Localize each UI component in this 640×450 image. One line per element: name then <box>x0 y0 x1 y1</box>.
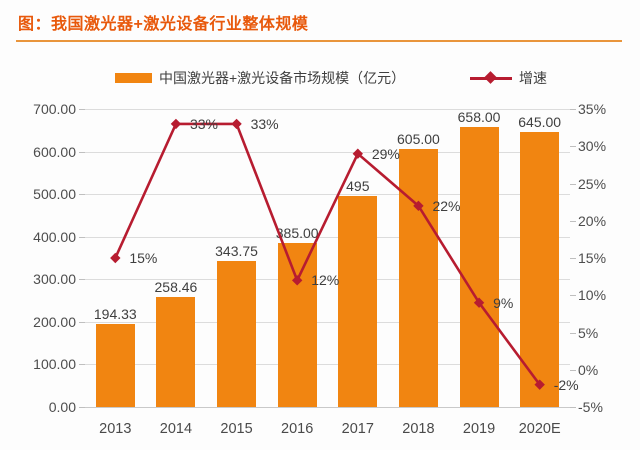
left-axis-tick-icon <box>79 194 85 196</box>
bar <box>520 132 560 407</box>
y-axis-right-label: 10% <box>578 287 607 304</box>
x-axis-label: 2016 <box>281 421 314 437</box>
bar-value-label: 343.75 <box>215 242 258 259</box>
bar-value-label: 658.00 <box>457 108 501 125</box>
bar <box>398 149 438 407</box>
growth-marker-icon <box>291 275 303 286</box>
title-underline <box>16 40 622 42</box>
bar-swatch-icon <box>115 73 152 83</box>
gridline <box>85 407 570 408</box>
bar-value-label: 385.00 <box>275 225 319 242</box>
y-axis-right-label: 35% <box>578 101 607 117</box>
gridline <box>85 109 570 110</box>
growth-marker-icon <box>534 379 545 390</box>
left-axis-tick-icon <box>79 321 85 323</box>
bar <box>95 324 135 407</box>
growth-marker-icon <box>231 118 242 130</box>
growth-value-label: 12% <box>311 272 340 289</box>
right-axis-tick-icon <box>570 369 576 371</box>
bar <box>156 296 196 407</box>
growth-marker-icon <box>110 252 121 264</box>
growth-line <box>110 118 545 390</box>
right-axis-tick-icon <box>570 332 576 334</box>
bar-value-label: 605.00 <box>397 131 440 148</box>
line-swatch-icon <box>470 71 512 84</box>
bar-value-label: 495 <box>346 178 370 195</box>
left-axis-tick-icon <box>79 236 85 238</box>
gridline <box>85 321 570 323</box>
bar <box>338 196 378 407</box>
growth-value-label: 22% <box>432 197 461 214</box>
gridline <box>85 236 570 238</box>
growth-value-label: 9% <box>493 294 514 311</box>
growth-value-label: -2% <box>553 376 579 393</box>
x-axis-label: 2015 <box>220 421 253 437</box>
legend-item-market-size: 中国激光器+激光设备市场规模（亿元） <box>115 68 405 88</box>
bar-value-label: 258.46 <box>154 278 198 295</box>
y-axis-right-label: 25% <box>578 175 607 192</box>
growth-value-label: 15% <box>129 250 158 266</box>
left-axis-tick-icon <box>79 407 85 408</box>
right-axis-tick-icon <box>570 295 576 297</box>
left-axis-tick-icon <box>79 109 85 110</box>
x-axis-label: 2017 <box>341 421 374 437</box>
growth-marker-icon <box>413 200 424 212</box>
right-axis-tick-icon <box>570 183 576 185</box>
y-axis-right-label: 0% <box>578 361 599 378</box>
growth-value-label: 33% <box>189 115 218 132</box>
gridline <box>85 279 570 281</box>
bar-value-label: 194.33 <box>93 306 137 323</box>
plot-area: 194.33 2013 258.46 2014 343.75 2015 385.00 2016… <box>85 108 579 437</box>
chart-title: 图：我国激光器+激光设备行业整体规模 <box>18 16 309 33</box>
legend-item-growth: 增速 <box>470 68 547 88</box>
bar <box>459 126 499 407</box>
y-axis-left-label: 300.00 <box>33 271 76 288</box>
gridline <box>85 364 570 366</box>
gridline <box>85 151 570 153</box>
growth-marker-icon <box>170 118 182 130</box>
bar <box>217 260 257 407</box>
growth-marker-icon <box>473 297 485 308</box>
y-axis-left-label: 400.00 <box>33 228 76 245</box>
bar-value-label: 645.00 <box>518 114 562 131</box>
y-axis-right-label: 20% <box>578 212 607 229</box>
y-axis-left-label: 500.00 <box>33 186 76 203</box>
right-axis-tick-icon <box>570 258 576 259</box>
right-axis-tick-icon <box>570 146 576 148</box>
y-axis-right-label: 30% <box>578 138 607 155</box>
gridline <box>85 194 570 196</box>
growth-value-label: 29% <box>371 145 400 162</box>
y-axis-left-label: 600.00 <box>33 143 76 160</box>
right-axis-tick-icon <box>570 407 576 408</box>
y-axis-left-label: 200.00 <box>33 313 76 330</box>
y-axis-right-label: 15% <box>578 250 607 266</box>
right-axis-tick-icon <box>570 220 576 222</box>
diamond-marker-icon <box>484 71 497 84</box>
x-axis-label: 2020E <box>518 421 561 437</box>
growth-marker-icon <box>352 148 364 159</box>
y-axis-left-label: 0.00 <box>48 399 76 415</box>
x-axis-label: 2018 <box>402 421 435 437</box>
left-axis-tick-icon <box>79 151 85 153</box>
x-axis-label: 2014 <box>159 421 193 437</box>
x-axis-label: 2019 <box>462 421 496 437</box>
right-axis-tick-icon <box>570 109 576 110</box>
x-axis-label: 2013 <box>99 421 132 437</box>
growth-value-label: 33% <box>250 115 279 132</box>
left-axis-tick-icon <box>79 364 85 366</box>
bar <box>277 243 317 407</box>
y-axis-left-label: 100.00 <box>33 356 76 373</box>
y-axis-right-label: -5% <box>578 399 603 415</box>
y-axis-left-label: 700.00 <box>33 101 76 117</box>
left-axis-tick-icon <box>79 279 85 281</box>
y-axis-right-label: 5% <box>578 324 599 341</box>
legend-label-market-size: 中国激光器+激光设备市场规模（亿元） <box>159 70 406 86</box>
legend-label-growth: 增速 <box>519 70 547 86</box>
